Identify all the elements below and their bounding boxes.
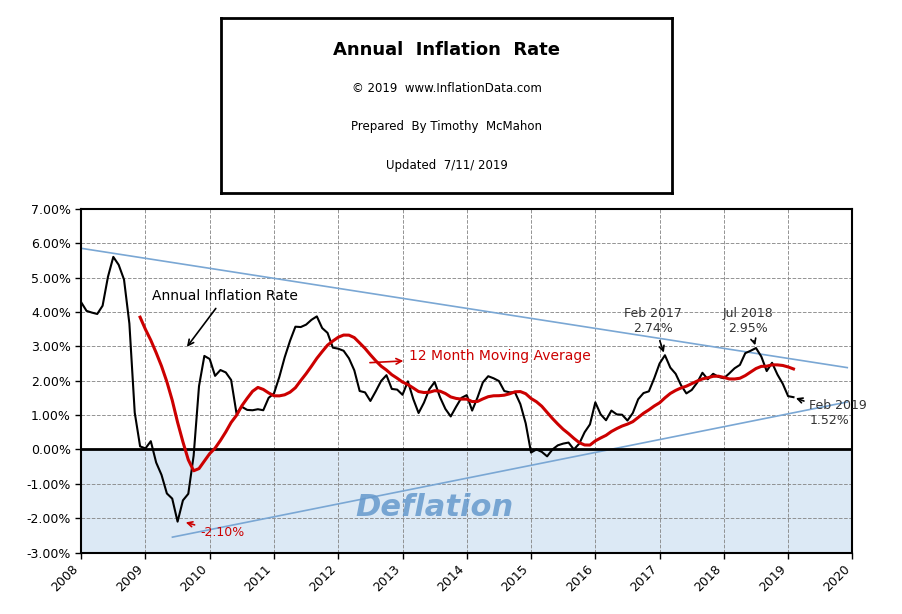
Text: Annual  Inflation  Rate: Annual Inflation Rate <box>333 41 560 59</box>
Text: -2.10%: -2.10% <box>188 522 244 539</box>
Text: Jul 2018
2.95%: Jul 2018 2.95% <box>723 307 774 344</box>
Text: 12 Month Moving Average: 12 Month Moving Average <box>370 349 591 364</box>
Text: Annual Inflation Rate: Annual Inflation Rate <box>152 289 298 345</box>
Text: Prepared  By Timothy  McMahon: Prepared By Timothy McMahon <box>351 120 542 133</box>
Text: Updated  7/11/ 2019: Updated 7/11/ 2019 <box>385 159 508 172</box>
Text: Deflation: Deflation <box>355 494 514 523</box>
Text: © 2019  www.InflationData.com: © 2019 www.InflationData.com <box>352 82 541 95</box>
Text: Feb 2017
2.74%: Feb 2017 2.74% <box>624 307 682 351</box>
Text: Feb 2019
1.52%: Feb 2019 1.52% <box>797 398 867 427</box>
